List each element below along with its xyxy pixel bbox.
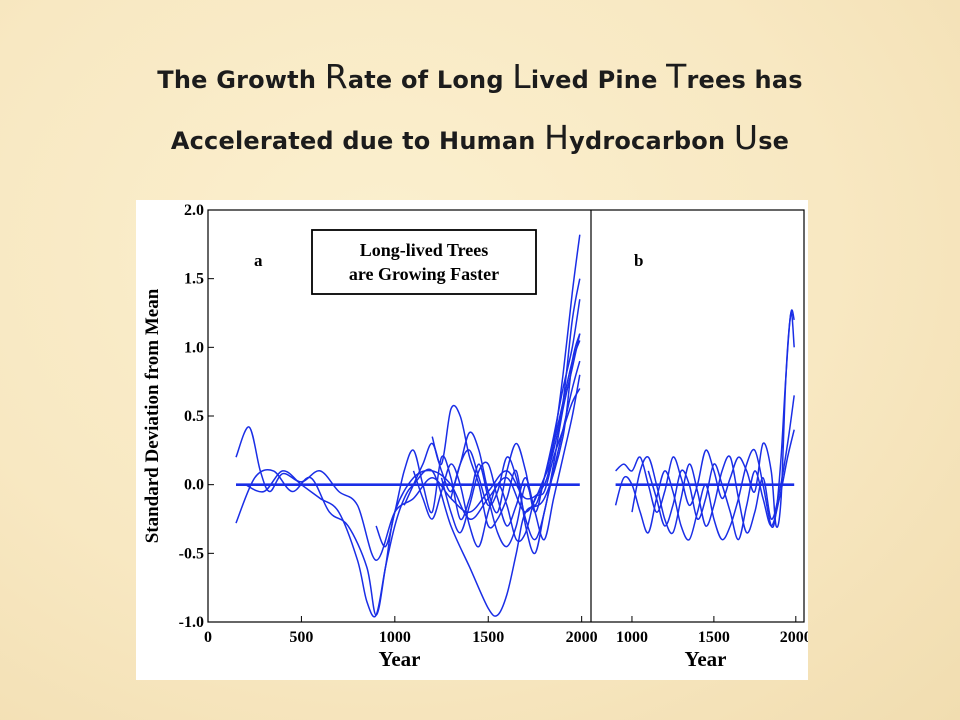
y-tick-label: 1.0 <box>184 339 204 356</box>
panel-a-series-line-6 <box>431 360 581 555</box>
title-line-2: Accelerated due to Human Hydrocarbon Use <box>170 118 790 157</box>
panel-a-series-line-7 <box>403 299 581 514</box>
panel-a-x-tick-label: 0 <box>204 629 212 646</box>
y-axis-title: Standard Deviation from Mean <box>142 288 163 543</box>
y-tick-label: 0.0 <box>184 477 204 494</box>
panel-b-series-line-5 <box>647 429 795 541</box>
chart-svg: -1.0 -0.5 0.0 0.5 1.0 1.5 2.0 0 500 1000 1500 2000 1… <box>142 202 812 671</box>
panel-a-x-tick-label: 1000 <box>379 629 411 646</box>
panel-b-x-tick-label: 2000 <box>780 629 808 646</box>
panel-b-x-axis-title: Year <box>685 647 727 671</box>
panel-b-label: b <box>634 251 643 270</box>
panel-b-x-tick-label: 1000 <box>616 629 648 646</box>
panel-a-x-tick-label: 1500 <box>472 629 504 646</box>
annotation-box <box>311 229 537 295</box>
panel-a-series-line-5 <box>375 340 581 548</box>
panel-a-series-line-8 <box>412 388 581 548</box>
y-tick-label: -1.0 <box>179 614 204 631</box>
panel-b-series-line-2 <box>614 312 795 541</box>
y-tick-label: -0.5 <box>179 545 204 562</box>
annotation-text-line: Long-lived Trees <box>360 240 489 260</box>
y-tick-label: 2.0 <box>184 202 204 219</box>
panel-a-x-tick-label: 500 <box>289 629 313 646</box>
panel-a-series-line-3 <box>245 333 581 618</box>
chart-figure: -1.0 -0.5 0.0 0.5 1.0 1.5 2.0 0 500 1000 1500 2000 1… <box>136 200 812 680</box>
panel-a-series-line-10 <box>450 333 581 541</box>
panel-a-x-tick-label: 2000 <box>566 629 598 646</box>
panel-a-series-line-2 <box>235 278 581 616</box>
y-tick-label: 0.5 <box>184 408 204 425</box>
panel-a-label: a <box>254 251 263 270</box>
annotation-text-line: are Growing Faster <box>349 264 499 284</box>
panel-a-series-line-9 <box>440 374 581 541</box>
panel-b-x-tick-label: 1500 <box>698 629 730 646</box>
panel-b-series-line-4 <box>631 395 795 535</box>
slide-title: The Growth Rate of Long Lived Pine Trees… <box>40 48 920 170</box>
title-line-1: The Growth Rate of Long Lived Pine Trees… <box>157 57 803 96</box>
panel-a-x-axis-title: Year <box>379 647 421 671</box>
y-tick-label: 1.5 <box>184 271 204 288</box>
